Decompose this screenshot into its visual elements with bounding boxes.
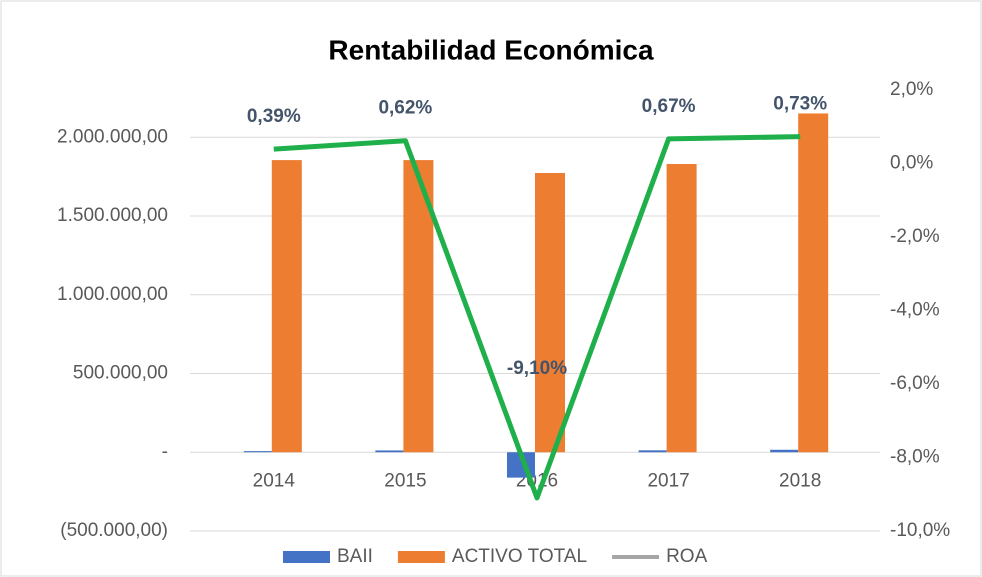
legend-swatch	[283, 551, 330, 563]
y-tick-label: 2.000.000,00	[57, 126, 168, 147]
legend-label: ACTIVO TOTAL	[452, 546, 587, 567]
y-tick-label: -	[162, 441, 168, 462]
y2-tick-label: -6,0%	[890, 373, 940, 394]
bar	[770, 449, 799, 453]
bar	[798, 113, 829, 453]
legend-label: BAII	[337, 546, 373, 567]
y-tick-label: 1.500.000,00	[57, 205, 168, 226]
y-tick-label: (500.000,00)	[60, 520, 168, 541]
bar	[535, 173, 565, 453]
x-tick-label: 2017	[647, 470, 689, 491]
legend-label: ROA	[666, 546, 708, 567]
y2-tick-label: -2,0%	[890, 226, 940, 247]
chart-title: Rentabilidad Económica	[328, 34, 654, 65]
y2-tick-label: 0,0%	[890, 153, 933, 174]
bar	[666, 164, 697, 453]
bar	[638, 450, 667, 453]
x-tick-label: 2015	[384, 470, 426, 491]
x-tick-label: 2018	[779, 470, 821, 491]
y-tick-label: 500.000,00	[73, 363, 168, 384]
roa-line	[273, 134, 801, 501]
x-tick-label: 2014	[253, 470, 296, 491]
legend-swatch	[397, 551, 445, 563]
bar	[271, 160, 302, 453]
data-label: 0,39%	[247, 106, 301, 127]
data-label: 0,67%	[642, 96, 696, 117]
y2-tick-label: -8,0%	[890, 447, 940, 468]
y-tick-label: 1.000.000,00	[57, 284, 168, 305]
y2-tick-label: 2,0%	[890, 79, 933, 100]
data-label: -9,10%	[507, 358, 567, 379]
bar	[243, 451, 272, 453]
y2-tick-label: -4,0%	[890, 300, 940, 321]
y2-tick-label: -10,0%	[890, 520, 950, 541]
data-label: 0,73%	[773, 94, 827, 115]
bar	[375, 450, 404, 453]
data-label: 0,62%	[378, 98, 432, 119]
